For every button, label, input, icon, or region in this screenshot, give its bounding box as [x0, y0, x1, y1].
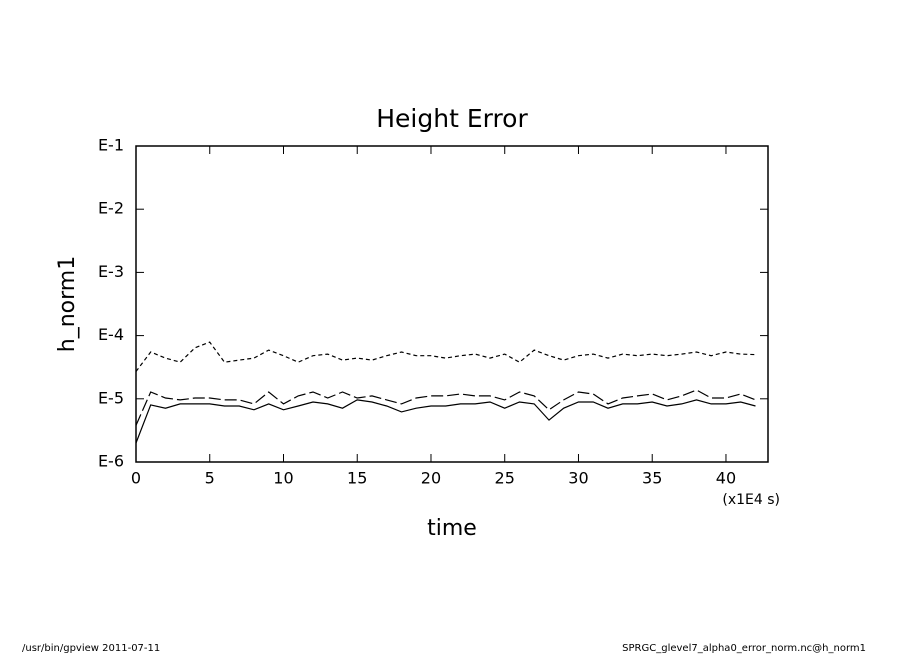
y-axis-label: h_norm1 [55, 256, 80, 352]
x-tick-label: 35 [642, 469, 662, 488]
footer-left: /usr/bin/gpview 2011-07-11 [22, 643, 160, 654]
plot-frame [135, 145, 769, 463]
x-tick-label: 25 [495, 469, 515, 488]
footer-right: SPRGC_glevel7_alpha0_error_norm.nc@h_nor… [622, 643, 866, 654]
series-line [135, 399, 756, 444]
y-tick-label: E-6 [98, 452, 124, 471]
x-tick-label: 5 [205, 469, 215, 488]
y-tick-label: E-4 [98, 325, 124, 344]
y-tick-label: E-3 [98, 262, 124, 281]
x-tick-label: 40 [716, 469, 736, 488]
series-line [135, 341, 756, 372]
y-tick-label: E-1 [98, 136, 124, 155]
x-axis-label: time [427, 516, 477, 541]
x-tick-label: 0 [131, 469, 141, 488]
y-tick-label: E-5 [98, 388, 124, 407]
x-tick-label: 15 [347, 469, 367, 488]
x-unit-label: (x1E4 s) [722, 492, 780, 508]
x-tick-label: 30 [568, 469, 588, 488]
x-tick-label: 10 [273, 469, 293, 488]
y-tick-label: E-2 [98, 199, 124, 218]
series-line [135, 389, 756, 426]
chart-title: Height Error [376, 104, 528, 133]
x-tick-label: 20 [421, 469, 441, 488]
